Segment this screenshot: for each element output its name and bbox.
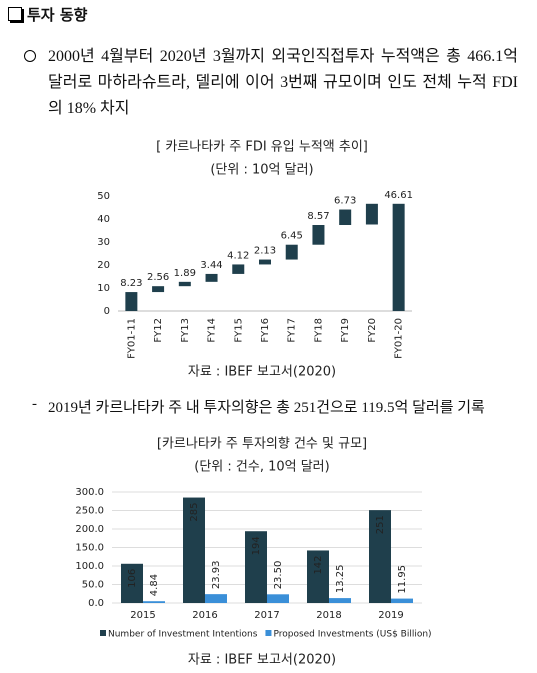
paragraph: 2019년 카르나타카 주 내 투자의향은 총 251건으로 119.5억 달러… — [48, 400, 485, 416]
bar — [369, 510, 391, 603]
chart-subtitle: (단위 : 10억 달러) — [210, 163, 313, 178]
x-tick-label: FY17 — [287, 318, 298, 343]
source: 자료 : IBEF 보고서(2020) — [188, 653, 336, 668]
data-label: 142 — [313, 555, 324, 574]
bar — [285, 244, 298, 260]
x-tick-label: FY16 — [260, 318, 271, 343]
bar — [205, 273, 218, 282]
data-label: 13.25 — [335, 564, 346, 593]
bar — [245, 531, 267, 603]
bar — [312, 225, 325, 245]
bar — [329, 598, 351, 603]
dash: - — [32, 396, 37, 412]
bar — [339, 209, 352, 226]
bar — [391, 598, 413, 603]
x-tick-label: FY12 — [153, 318, 164, 343]
y-tick-label: 50 — [97, 191, 110, 202]
legend-swatch — [265, 630, 272, 636]
chart-title: [카르나타카 주 투자의향 건수 및 규모] — [157, 437, 367, 452]
legend-swatch — [100, 630, 106, 636]
y-tick-label: 50.0 — [82, 580, 104, 591]
y-tick-label: 150.0 — [75, 543, 104, 554]
legend-label: Proposed Investments (US$ Billion) — [273, 630, 431, 640]
data-label: 3.44 — [200, 260, 222, 271]
data-label: 11.95 — [397, 565, 408, 594]
y-tick-label: 100.0 — [75, 561, 104, 572]
bar — [183, 497, 205, 603]
bar — [267, 594, 289, 603]
data-label: 4.12 — [227, 250, 249, 261]
paragraph: 2000년 4월부터 2020년 3월까지 외국인직접투자 누적액은 총 466… — [48, 48, 518, 117]
bar — [205, 594, 227, 603]
x-tick-label: FY15 — [233, 318, 244, 343]
data-label: 251 — [375, 515, 386, 534]
x-tick-label: FY01-20 — [394, 318, 405, 359]
bar — [259, 259, 271, 265]
x-tick-label: FY19 — [340, 318, 351, 343]
data-label: 2.13 — [254, 246, 276, 257]
data-label: 2.56 — [147, 272, 169, 283]
data-label: 23.50 — [273, 561, 284, 590]
x-tick-label: 2019 — [378, 610, 403, 621]
bar — [178, 281, 191, 287]
legend-label: Number of Investment Intentions — [108, 630, 258, 640]
y-tick-label: 300.0 — [75, 487, 104, 498]
data-label: 6.45 — [281, 231, 303, 242]
data-label: 8.57 — [307, 211, 329, 222]
y-tick-label: 0 — [104, 306, 110, 317]
data-label: 46.61 — [384, 190, 413, 201]
x-tick-label: 2017 — [254, 610, 279, 621]
y-tick-label: 30 — [97, 237, 110, 248]
bar — [152, 286, 165, 293]
x-tick-label: FY20 — [367, 318, 378, 343]
x-tick-label: 2015 — [130, 610, 155, 621]
y-tick-label: 20 — [97, 260, 110, 271]
data-label: 1.89 — [174, 268, 196, 279]
bar — [125, 292, 138, 311]
bar — [307, 550, 329, 603]
data-label: 106 — [127, 569, 138, 588]
data-label: 4.84 — [149, 574, 160, 596]
x-tick-label: 2016 — [192, 610, 217, 621]
x-tick-label: FY14 — [207, 318, 218, 343]
bar — [232, 264, 245, 274]
x-tick-label: 2018 — [316, 610, 341, 621]
bullet — [24, 50, 36, 62]
bar — [392, 203, 405, 311]
x-tick-label: FY01-11 — [126, 318, 137, 359]
y-tick-label: 200.0 — [75, 524, 104, 535]
y-tick-label: 40 — [97, 214, 110, 225]
heading: 투자 동향 — [27, 6, 88, 24]
x-tick-label: FY18 — [313, 318, 324, 343]
data-label: 6.73 — [334, 196, 356, 207]
bar — [365, 203, 378, 225]
source: 자료 : IBEF 보고서(2020) — [188, 365, 336, 380]
y-tick-label: 10 — [97, 283, 110, 294]
data-label: 23.93 — [211, 561, 222, 590]
bar — [143, 601, 165, 603]
x-tick-label: FY13 — [180, 318, 191, 343]
chart-title: [ 카르나타카 주 FDI 유입 누적액 추이] — [156, 140, 368, 155]
data-label: 285 — [189, 503, 200, 522]
bar — [121, 563, 143, 603]
data-label: 8.23 — [120, 278, 142, 289]
heading-box — [8, 7, 22, 21]
y-tick-label: 0.0 — [88, 598, 104, 609]
chart-subtitle: (단위 : 건수, 10억 달러) — [194, 460, 329, 475]
data-label: 194 — [251, 536, 262, 555]
y-tick-label: 250.0 — [75, 506, 104, 517]
